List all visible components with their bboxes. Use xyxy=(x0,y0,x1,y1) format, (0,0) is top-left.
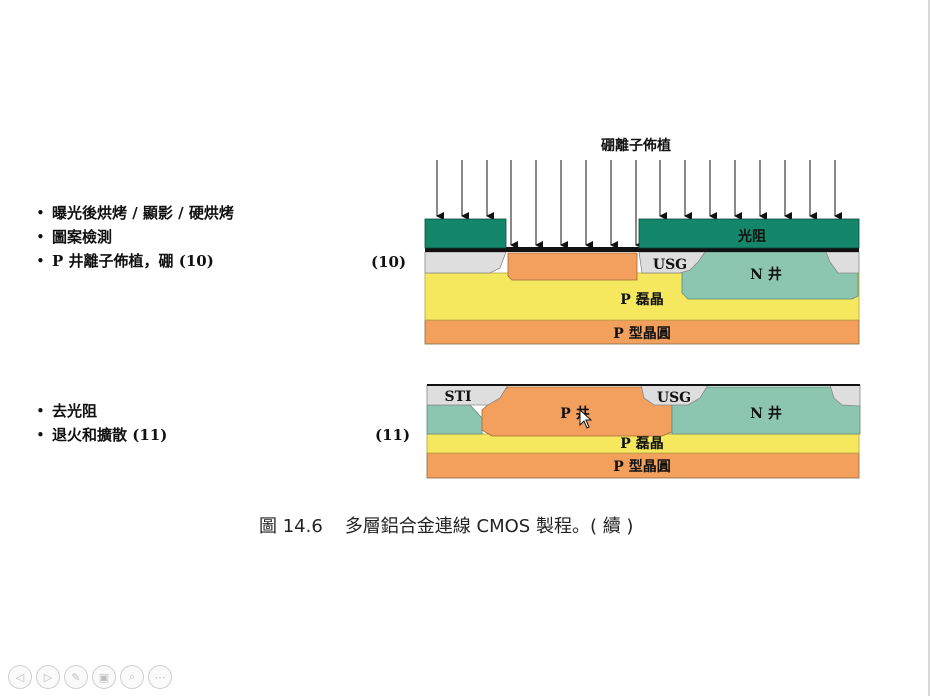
p-wafer-layer-11 xyxy=(426,452,860,479)
p-epi-label: P 磊晶 xyxy=(620,292,663,308)
bullet-item: 退火和擴散 (11) xyxy=(36,423,167,447)
prev-icon[interactable]: ◁ xyxy=(8,665,32,689)
n-well-region-11 xyxy=(671,386,861,435)
step-10-number: (10) xyxy=(371,253,407,271)
zoom-icon[interactable]: ⌕ xyxy=(120,665,144,689)
step-10-bullet-list: 曝光後烘烤 / 顯影 / 硬烘烤 圖案檢測 P 井離子佈植，硼 (10) xyxy=(36,201,234,273)
bullet-item: 圖案檢測 xyxy=(36,225,234,249)
step-11-bullet-list: 去光阻 退火和擴散 (11) xyxy=(36,399,167,447)
p-wafer-label: P 型晶圓 xyxy=(613,325,670,342)
n-well-left-11 xyxy=(426,404,483,435)
photoresist-right xyxy=(638,218,860,249)
pad-oxide-line xyxy=(425,247,859,252)
p-well-implant-region xyxy=(507,252,638,281)
n-well-label: N 井 xyxy=(750,266,782,283)
next-icon[interactable]: ▷ xyxy=(36,665,60,689)
implant-arrows xyxy=(436,160,842,249)
photoresist-left xyxy=(424,218,507,249)
usg-label: USG xyxy=(653,257,687,273)
photoresist-label: 光阻 xyxy=(737,228,766,245)
usg-label-11: USG xyxy=(657,390,691,406)
mouse-cursor-icon xyxy=(579,408,593,429)
sti-oxide-left xyxy=(424,251,507,274)
p-epi-label-11: P 磊晶 xyxy=(620,436,663,452)
bullet-item: 去光阻 xyxy=(36,399,167,423)
slideshow-toolbar: ◁ ▷ ✎ ▣ ⌕ ⋯ xyxy=(8,665,172,689)
pad-oxide-line-11 xyxy=(427,384,860,386)
implant-label: 硼離子佈植 xyxy=(601,137,671,154)
bullet-item: P 井離子佈植，硼 (10) xyxy=(36,249,234,273)
step-11-number: (11) xyxy=(375,426,411,444)
figure-title: 多層鋁合金連線 CMOS 製程。( 續 ) xyxy=(344,516,634,537)
figure-caption: 圖 14.6 多層鋁合金連線 CMOS 製程。( 續 ) xyxy=(259,512,633,538)
slide-edge xyxy=(928,0,930,696)
sti-label: STI xyxy=(444,389,471,405)
slides-icon[interactable]: ▣ xyxy=(92,665,116,689)
n-well-label-11: N 井 xyxy=(750,405,782,422)
p-wafer-label-11: P 型晶圓 xyxy=(613,458,670,475)
pen-icon[interactable]: ✎ xyxy=(64,665,88,689)
p-wafer-layer xyxy=(424,319,860,345)
bullet-item: 曝光後烘烤 / 顯影 / 硬烘烤 xyxy=(36,201,234,225)
more-icon[interactable]: ⋯ xyxy=(148,665,172,689)
figure-number: 圖 14.6 xyxy=(259,516,323,537)
